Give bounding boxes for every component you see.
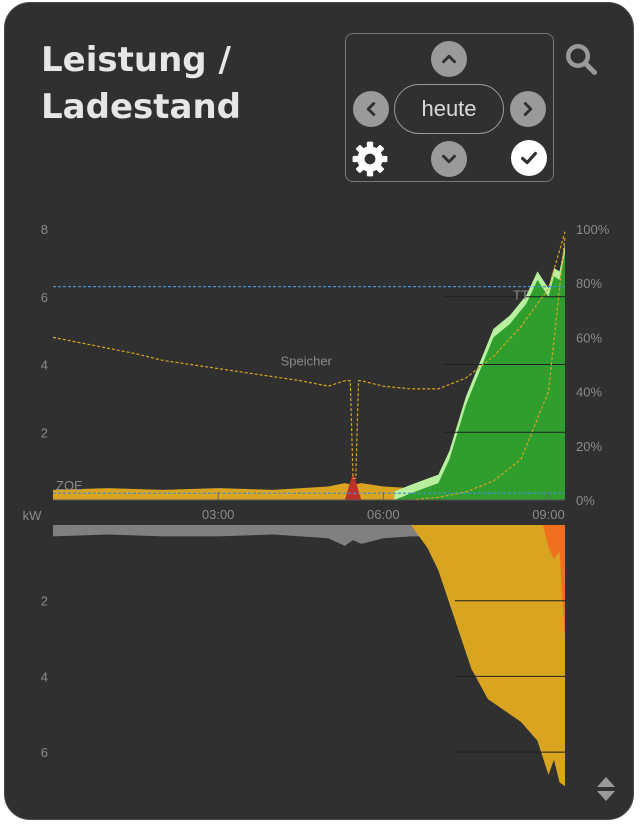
power-areas-top xyxy=(53,244,565,500)
next-day-button[interactable] xyxy=(510,91,546,127)
chart-lines-top xyxy=(52,231,566,501)
axis-labels: 8 6 4 2 100% 80% 60% 40% 20% 0% kW 03:00 06:00 09:00 2… xyxy=(23,222,610,760)
chevron-up-icon xyxy=(442,54,456,64)
y-tick-label: 4 xyxy=(41,358,48,373)
power-areas-bottom xyxy=(53,525,565,787)
y-tick-label: 6 xyxy=(41,290,48,305)
x-tick-label: 06:00 xyxy=(367,507,400,522)
page-title: Leistung / Ladestand xyxy=(41,37,241,131)
next-period-down-button[interactable] xyxy=(431,141,467,177)
y-tick-label-bottom: 2 xyxy=(41,594,48,609)
previous-day-button[interactable] xyxy=(353,91,389,127)
x-tick-label: 09:00 xyxy=(532,507,565,522)
y-tick-label-bottom: 6 xyxy=(41,745,48,760)
previous-period-up-button[interactable] xyxy=(431,41,467,77)
tt-series-label: TT xyxy=(513,288,529,303)
grid-export-area xyxy=(542,525,565,639)
battery-discharge-area xyxy=(53,525,439,546)
pv-production-area xyxy=(394,252,565,500)
sort-icon[interactable] xyxy=(593,775,619,803)
title-line-1: Leistung / xyxy=(41,40,231,80)
y2-tick-label: 100% xyxy=(576,222,610,237)
y-axis-unit-label: kW xyxy=(23,508,43,523)
grid-import-area xyxy=(410,525,565,787)
period-selector[interactable]: heute xyxy=(394,84,504,134)
chevron-down-icon xyxy=(442,154,456,164)
zoe-series-label: ZOE xyxy=(56,478,83,493)
check-icon xyxy=(521,151,537,165)
speicher-soc-line xyxy=(52,231,566,479)
x-tick-label: 03:00 xyxy=(202,507,235,522)
y2-tick-label: 60% xyxy=(576,330,602,345)
y2-tick-label: 0% xyxy=(576,493,595,508)
y-tick-label: 2 xyxy=(41,425,48,440)
search-icon[interactable] xyxy=(563,41,599,77)
speicher-series-label: Speicher xyxy=(281,354,333,369)
home-consumption-area xyxy=(53,483,439,500)
title-line-2: Ladestand xyxy=(41,87,241,127)
gear-icon[interactable] xyxy=(351,140,389,178)
y2-tick-label: 20% xyxy=(576,439,602,454)
y-tick-label: 8 xyxy=(41,222,48,237)
y2-tick-label: 40% xyxy=(576,385,602,400)
vehicle-soc-line xyxy=(410,237,566,501)
chevron-left-icon xyxy=(366,102,376,116)
chevron-right-icon xyxy=(523,102,533,116)
date-navigator: heute xyxy=(345,33,554,182)
confirm-button[interactable] xyxy=(511,140,547,176)
y-tick-label-bottom: 4 xyxy=(41,669,48,684)
y2-tick-label: 80% xyxy=(576,276,602,291)
